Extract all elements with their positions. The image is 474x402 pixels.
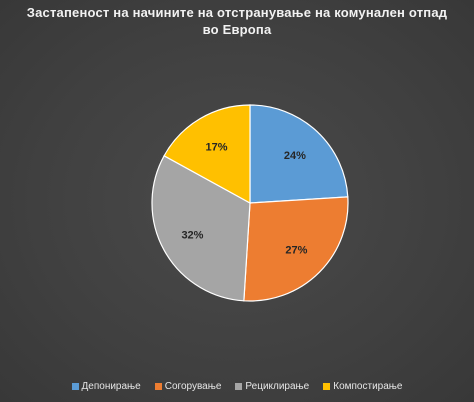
chart-title: Застапеност на начините на отстранување … (0, 4, 474, 38)
pie-data-labels: 24% 27% 32% 17% (181, 141, 307, 256)
chart-legend: Депонирање Согорување Рециклирање Компостир… (0, 381, 474, 392)
pie-slice-2 (243, 196, 349, 302)
legend-label-1: Депонирање (81, 381, 141, 392)
chart-title-line-2: во Европа (202, 22, 272, 37)
legend-swatch-4 (323, 383, 331, 390)
data-label-4: 17% (206, 141, 228, 153)
pie-slice-4 (163, 104, 251, 205)
legend-swatch-3 (235, 383, 243, 390)
legend-label-4: Компостирање (333, 381, 403, 392)
legend-item-4: Компостирање (323, 381, 402, 392)
legend-swatch-2 (154, 383, 162, 390)
legend-label-3: Рециклирање (245, 381, 310, 392)
pie-slices (151, 104, 349, 302)
data-label-1: 24% (284, 150, 306, 162)
data-label-3: 32% (181, 230, 203, 242)
legend-swatch-1 (71, 383, 79, 390)
legend-label-2: Согорување (164, 381, 222, 392)
legend-item-2: Согорување (154, 381, 222, 392)
data-label-2: 27% (285, 244, 307, 256)
legend-item-3: Рециклирање (235, 381, 309, 392)
pie-slice-1 (249, 104, 349, 204)
legend-item-1: Депонирање (71, 381, 141, 392)
pie-slice-3 (151, 154, 251, 302)
chart-title-line-1: Застапеност на начините на отстранување … (26, 5, 448, 20)
